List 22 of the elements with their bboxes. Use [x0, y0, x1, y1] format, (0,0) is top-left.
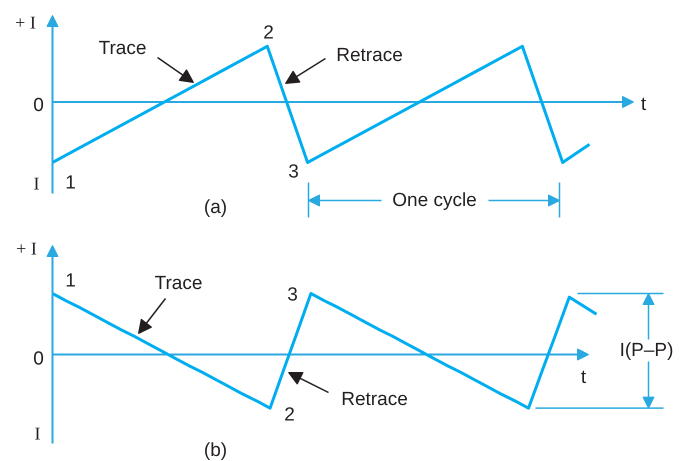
x-axis-title: t: [640, 94, 647, 115]
text: 1: [65, 172, 76, 194]
text: 2: [263, 22, 274, 44]
text: 0: [33, 348, 44, 370]
text: I: [34, 424, 41, 444]
text: I(P–P): [620, 340, 674, 361]
annotation: 3: [287, 284, 298, 306]
annotation: Trace: [154, 273, 202, 294]
text: 0: [33, 95, 44, 116]
text: (b): [204, 440, 228, 461]
text: + I: [16, 238, 37, 258]
annotation: Retrace: [336, 45, 403, 66]
text: + I: [15, 12, 36, 32]
text: (a): [204, 197, 228, 218]
x-axis-title: t: [580, 367, 587, 388]
annotation: 2: [284, 404, 295, 426]
annotation: Trace: [98, 38, 146, 59]
text: 1: [65, 270, 76, 292]
annotation: 3: [288, 162, 299, 182]
annotation: Retrace: [341, 389, 408, 410]
text: One cycle: [392, 190, 477, 211]
text: I: [34, 174, 40, 194]
